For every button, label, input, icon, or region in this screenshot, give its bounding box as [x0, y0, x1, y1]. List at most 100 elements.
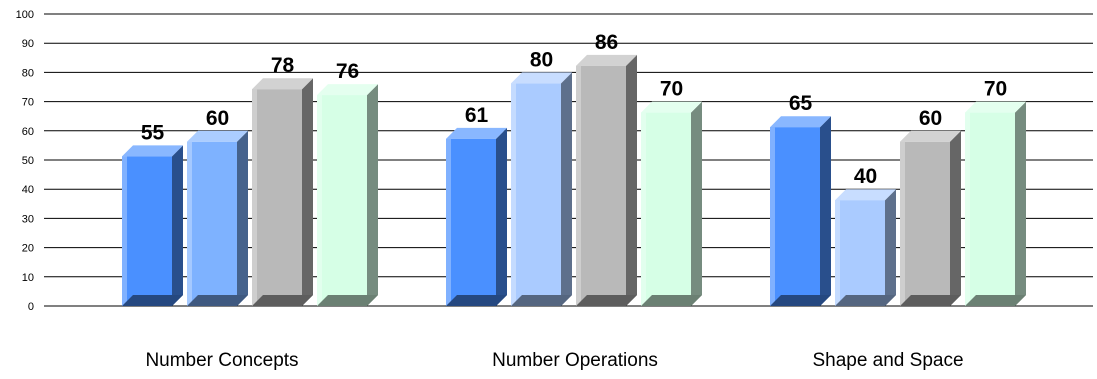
- bar-front: [252, 89, 302, 307]
- bar-value-label: 65: [789, 92, 813, 115]
- bar-side: [1015, 101, 1026, 306]
- bar-value-label: 86: [595, 31, 618, 54]
- bar-bevel: [965, 112, 970, 306]
- bar-top: [576, 54, 637, 66]
- bar-bevel: [446, 138, 451, 306]
- y-tick-label: 20: [22, 243, 34, 255]
- bar-base: [446, 295, 507, 306]
- bar-front: [965, 112, 1015, 306]
- category-label: Number Operations: [492, 350, 658, 371]
- bar: [187, 130, 248, 306]
- bar-value-label: 60: [206, 107, 229, 130]
- y-tick-label: 100: [16, 9, 34, 21]
- bar-base: [252, 295, 313, 306]
- bar-bevel: [576, 65, 581, 306]
- bar-bevel: [122, 156, 127, 306]
- bar-top: [511, 72, 572, 84]
- bar-side: [237, 130, 248, 306]
- bar: [446, 127, 507, 306]
- y-tick-label: 0: [28, 301, 34, 313]
- bar-top: [835, 189, 896, 201]
- bar-front: [641, 112, 691, 306]
- category-label: Shape and Space: [812, 350, 963, 371]
- bar-top: [965, 101, 1026, 113]
- bar: [835, 189, 896, 306]
- bar-bevel: [641, 112, 646, 306]
- bar-side: [950, 130, 961, 306]
- bar-side: [496, 127, 507, 306]
- bar-value-label: 80: [530, 48, 553, 71]
- bar-side: [302, 78, 313, 307]
- bar-front: [835, 200, 885, 306]
- bar-bevel: [317, 95, 322, 306]
- y-tick-label: 60: [22, 126, 34, 138]
- bar-front: [511, 83, 561, 307]
- bar-top: [187, 130, 248, 142]
- bar-side: [820, 116, 831, 306]
- bar-bevel: [187, 141, 192, 306]
- bar-front: [576, 65, 626, 306]
- y-tick-label: 40: [22, 184, 34, 196]
- y-tick-label: 50: [22, 155, 34, 167]
- bar-top: [446, 127, 507, 139]
- bar: [252, 78, 313, 307]
- bar: [900, 130, 961, 306]
- bar-side: [561, 72, 572, 307]
- bar-side: [367, 84, 378, 306]
- bar-value-label: 76: [336, 60, 359, 83]
- bar-base: [770, 295, 831, 306]
- bar-base: [122, 295, 183, 306]
- bar: [511, 72, 572, 307]
- bar-side: [691, 101, 702, 306]
- bar-base: [641, 295, 702, 306]
- bar-front: [900, 141, 950, 306]
- bar: [576, 54, 637, 306]
- bar-base: [511, 295, 572, 306]
- bar-value-label: 70: [660, 78, 683, 101]
- y-tick-label: 80: [22, 67, 34, 79]
- value-labels: 55 60 78 76 61 80 86 70 65 40 60 70: [141, 31, 1007, 188]
- bar-front: [187, 141, 237, 306]
- bar-base: [576, 295, 637, 306]
- bar: [641, 101, 702, 306]
- bar-top: [122, 145, 183, 157]
- y-axis: 0 10 20 30 40 50 60 70 80 90 100: [16, 9, 34, 313]
- category-labels: Number Concepts Number Operations Shape an…: [145, 350, 963, 371]
- bar-base: [965, 295, 1026, 306]
- bar: [122, 145, 183, 306]
- bar-bevel: [835, 200, 840, 306]
- bar-top: [317, 84, 378, 96]
- bar-top: [900, 130, 961, 142]
- bar-value-label: 40: [854, 165, 877, 188]
- bar-value-label: 60: [919, 107, 942, 130]
- bar-front: [446, 138, 496, 306]
- bar-bevel: [770, 127, 775, 306]
- bar-value-label: 78: [271, 54, 295, 77]
- bar-front: [317, 95, 367, 306]
- y-tick-label: 70: [22, 97, 34, 109]
- bar-top: [252, 78, 313, 90]
- bar-front: [122, 156, 172, 306]
- bar-front: [770, 127, 820, 306]
- bar-base: [900, 295, 961, 306]
- bars: [122, 54, 1026, 307]
- bar-base: [835, 295, 896, 306]
- bar-value-label: 70: [984, 78, 1007, 101]
- category-label: Number Concepts: [145, 350, 298, 371]
- bar-top: [641, 101, 702, 113]
- bar-base: [187, 295, 248, 306]
- bar-base: [317, 295, 378, 306]
- bar-bevel: [511, 83, 516, 307]
- bar-side: [626, 54, 637, 306]
- y-tick-label: 10: [22, 272, 34, 284]
- y-tick-label: 30: [22, 213, 34, 225]
- bar-bevel: [252, 89, 257, 307]
- bar-bevel: [900, 141, 905, 306]
- bar-side: [172, 145, 183, 306]
- bar-top: [770, 116, 831, 128]
- bar-value-label: 55: [141, 121, 165, 144]
- bar: [770, 116, 831, 306]
- bar: [965, 101, 1026, 306]
- bar-value-label: 61: [465, 104, 489, 127]
